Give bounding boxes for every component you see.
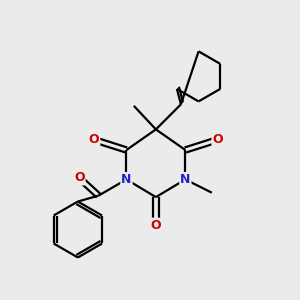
Text: N: N (121, 173, 132, 186)
Text: O: O (89, 133, 99, 146)
Text: O: O (151, 219, 161, 232)
Text: O: O (212, 133, 223, 146)
Text: O: O (74, 172, 85, 184)
Text: N: N (180, 173, 190, 186)
